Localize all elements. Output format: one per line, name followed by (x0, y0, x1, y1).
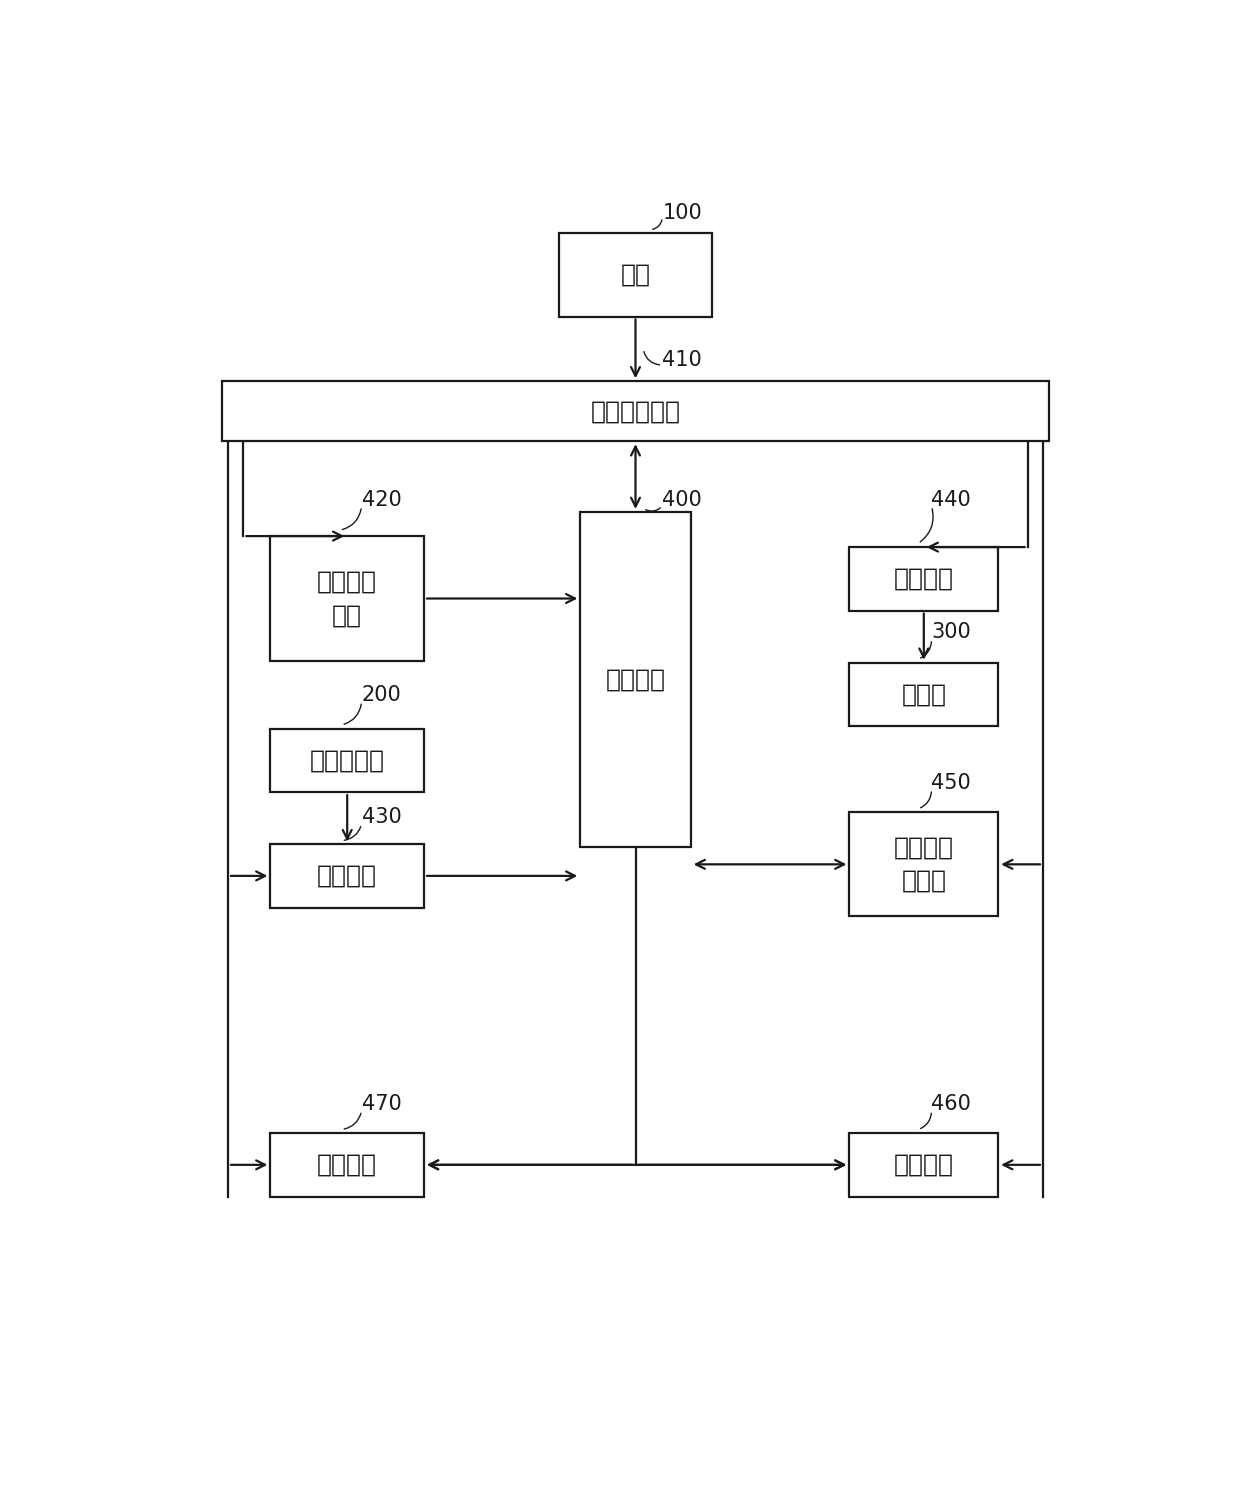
Text: 驱动模块: 驱动模块 (894, 567, 954, 591)
Text: 460: 460 (931, 1094, 971, 1114)
Text: 300: 300 (931, 623, 971, 642)
Text: 440: 440 (931, 489, 971, 509)
Text: 450: 450 (931, 773, 971, 793)
Text: 控制模块: 控制模块 (605, 668, 666, 692)
FancyBboxPatch shape (270, 1133, 424, 1196)
FancyBboxPatch shape (270, 728, 424, 793)
Text: 100: 100 (662, 203, 702, 222)
Text: 通信模块: 通信模块 (317, 865, 377, 889)
FancyBboxPatch shape (849, 546, 998, 611)
FancyBboxPatch shape (849, 1133, 998, 1196)
Text: 网络及定
位模块: 网络及定 位模块 (894, 836, 954, 893)
Text: 显示模块: 显示模块 (894, 1153, 954, 1177)
FancyBboxPatch shape (849, 662, 998, 726)
Text: 电源: 电源 (620, 263, 651, 287)
FancyBboxPatch shape (270, 844, 424, 908)
FancyBboxPatch shape (270, 536, 424, 660)
Text: 470: 470 (362, 1094, 402, 1114)
FancyBboxPatch shape (558, 233, 712, 317)
Text: 存储模块: 存储模块 (317, 1153, 377, 1177)
Text: 400: 400 (662, 489, 702, 509)
FancyBboxPatch shape (222, 381, 1049, 441)
Text: 420: 420 (362, 489, 402, 509)
Text: 压力检测
模块: 压力检测 模块 (317, 570, 377, 627)
FancyBboxPatch shape (849, 812, 998, 916)
Text: 执行器: 执行器 (901, 683, 946, 707)
Text: 430: 430 (362, 808, 402, 827)
FancyBboxPatch shape (580, 512, 691, 847)
Text: 200: 200 (362, 684, 402, 705)
Text: 数字流量计: 数字流量计 (310, 749, 384, 773)
Text: 410: 410 (662, 350, 702, 369)
Text: 电源管理模块: 电源管理模块 (590, 399, 681, 423)
